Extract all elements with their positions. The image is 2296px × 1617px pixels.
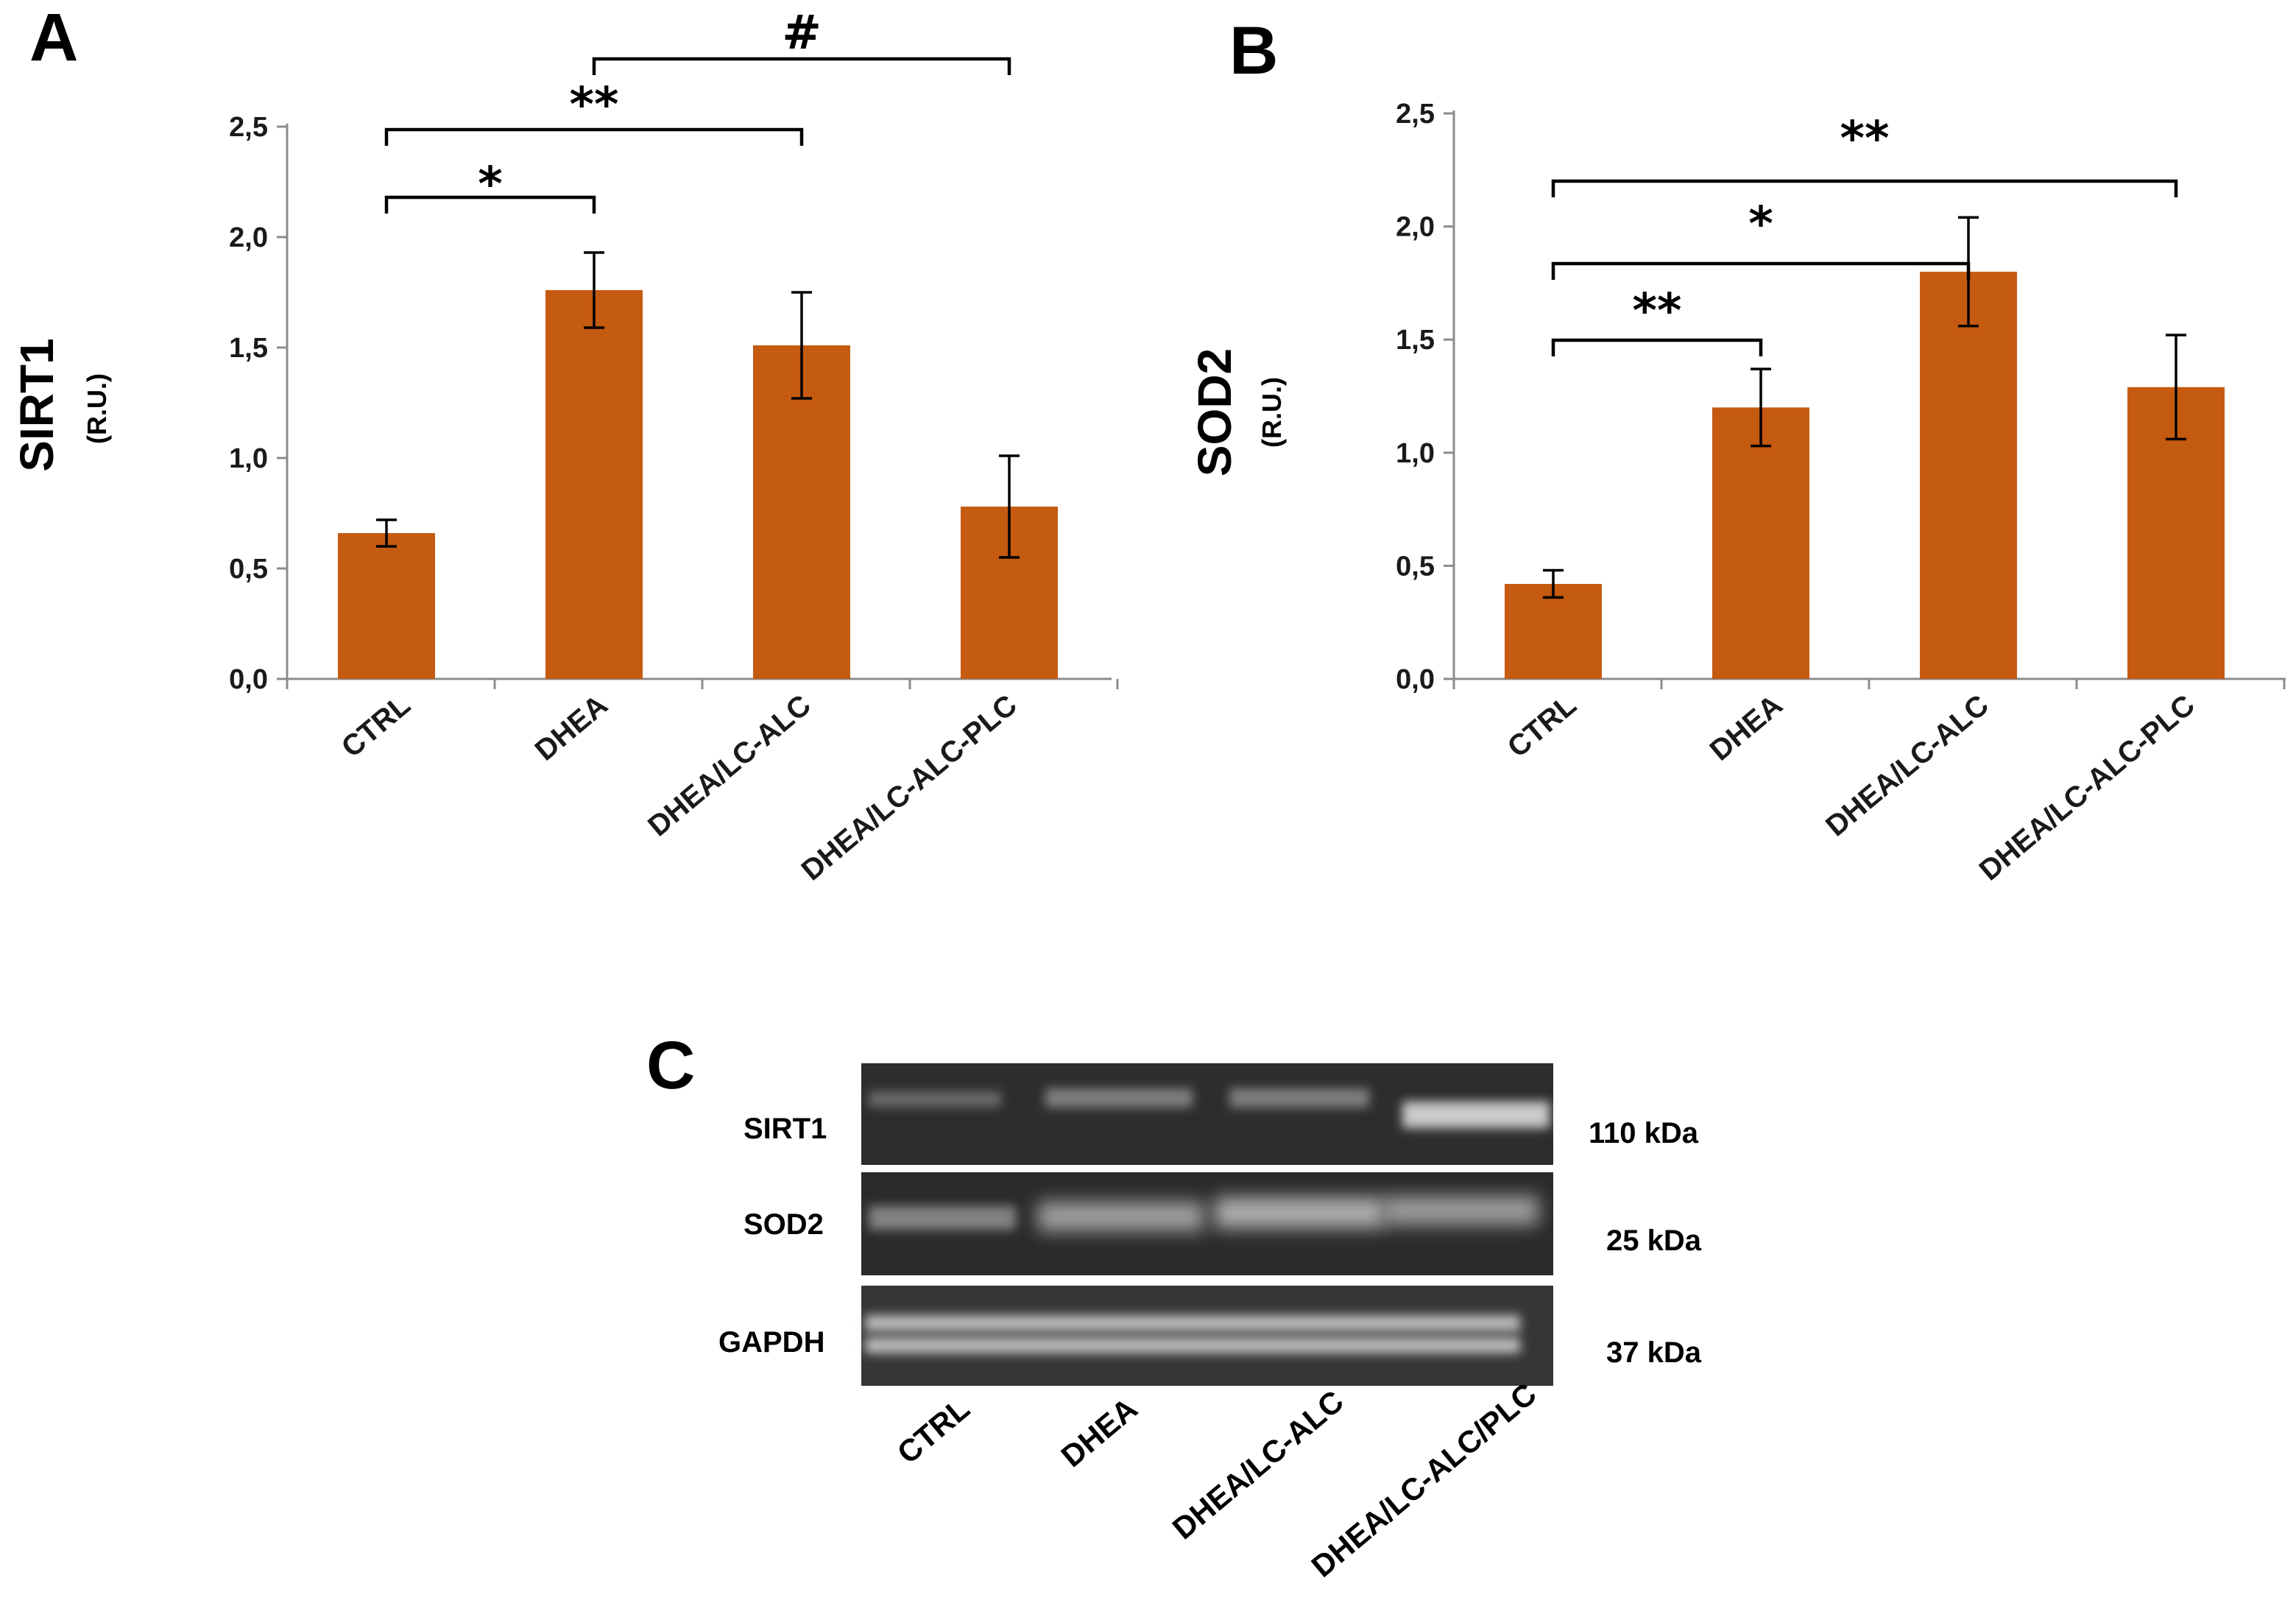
blot-size-label: 25 kDa [1606, 1225, 1702, 1257]
error-bar [1543, 568, 1564, 599]
blot-row-label: SOD2 [743, 1208, 824, 1241]
error-bar [999, 454, 1020, 559]
western-blot: C SIRT1 SOD2 GAPDH 110 kDa 25 kDa 37 kDa… [646, 1028, 1702, 1584]
x-tick-label: DHEA/LC-ALC-PLC [1974, 688, 2201, 887]
significance-marker: * [478, 158, 502, 212]
significance-bracket [1551, 179, 2178, 197]
blot-size-label: 110 kDa [1589, 1117, 1699, 1149]
chart-sirt1: A SIRT1 (R.U.) 0,0 0,5 1,0 1,5 2,0 2,5 CTRL DHE… [10, 0, 1119, 887]
x-tick-label: CTRL [1502, 688, 1583, 764]
error-bar [1751, 367, 1771, 448]
y-tick-label: 1,0 [229, 443, 268, 474]
y-tick-label: 0,5 [229, 554, 268, 585]
y-axis-label: SOD2 [1188, 348, 1241, 476]
blot-strip-sirt1 [861, 1063, 1553, 1165]
axes: 0,0 0,5 1,0 1,5 2,0 2,5 CTRL DHEA DHEA/LC-ALCDHE… [229, 112, 1119, 887]
significance-marker: * [1748, 197, 1773, 252]
blot-lane-label: CTRL [891, 1391, 976, 1470]
y-tick-label: 1,5 [229, 333, 268, 364]
bar [338, 533, 435, 679]
y-tick-label: 0,0 [229, 664, 268, 695]
significance-marker: ** [1840, 112, 1890, 166]
significance-bracket [1551, 338, 1763, 356]
bar [545, 290, 643, 679]
significance-brackets: ***# [384, 6, 1011, 214]
x-tick-label: DHEA [1704, 688, 1789, 767]
blot-row-label: SIRT1 [743, 1113, 827, 1145]
blot-row-label: GAPDH [718, 1326, 824, 1359]
panel-label-b: B [1229, 13, 1278, 88]
y-tick-label: 1,5 [1396, 325, 1435, 356]
significance-bracket [1551, 261, 1971, 280]
y-tick-label: 1,0 [1396, 438, 1435, 469]
bar [753, 345, 850, 679]
chart-sod2: B SOD2 (R.U.) 0,0 0,5 1,0 1,5 2,0 2,5 CTRL DHEA… [1188, 13, 2286, 887]
bar [1920, 272, 2017, 679]
significance-bracket [384, 195, 596, 214]
y-axis-unit: (R.U.) [1257, 377, 1287, 448]
y-axis-unit: (R.U.) [82, 373, 112, 444]
y-tick-label: 2,5 [229, 112, 268, 143]
panel-label-a: A [29, 0, 78, 75]
x-tick-label: DHEA/LC-ALC [642, 688, 817, 842]
bars [1505, 216, 2225, 679]
significance-marker: ** [1633, 284, 1682, 339]
error-bar [584, 251, 604, 329]
bar [1712, 407, 1809, 679]
x-tick-label: CTRL [336, 688, 417, 764]
blot-size-label: 37 kDa [1606, 1336, 1702, 1369]
y-tick-label: 2,0 [1396, 212, 1435, 243]
blot-strip-sod2 [861, 1172, 1553, 1275]
blot-strip-gapdh [861, 1286, 1553, 1386]
significance-bracket [384, 127, 804, 146]
bars [338, 251, 1058, 679]
error-bar [376, 518, 397, 548]
y-tick-label: 0,0 [1396, 664, 1435, 695]
y-tick-label: 2,0 [229, 222, 268, 253]
significance-brackets: ***** [1551, 112, 2178, 356]
blot-lane-label: DHEA/LC-ALC [1166, 1384, 1350, 1546]
error-bar [2166, 334, 2186, 441]
y-tick-label: 2,5 [1396, 99, 1435, 130]
x-tick-label: DHEA/LC-ALC-PLC [796, 688, 1023, 887]
y-axis-label: SIRT1 [10, 338, 63, 471]
error-bar [791, 291, 812, 400]
y-tick-label: 0,5 [1396, 551, 1435, 582]
significance-bracket [592, 57, 1011, 75]
blot-lane-label: DHEA [1054, 1391, 1143, 1474]
bar [1505, 583, 1602, 679]
x-tick-label: DHEA [529, 688, 614, 767]
significance-marker: ** [570, 78, 619, 133]
x-tick-label: DHEA/LC-ALC [1820, 688, 1995, 842]
significance-marker: # [782, 6, 822, 60]
panel-label-c: C [646, 1028, 695, 1103]
